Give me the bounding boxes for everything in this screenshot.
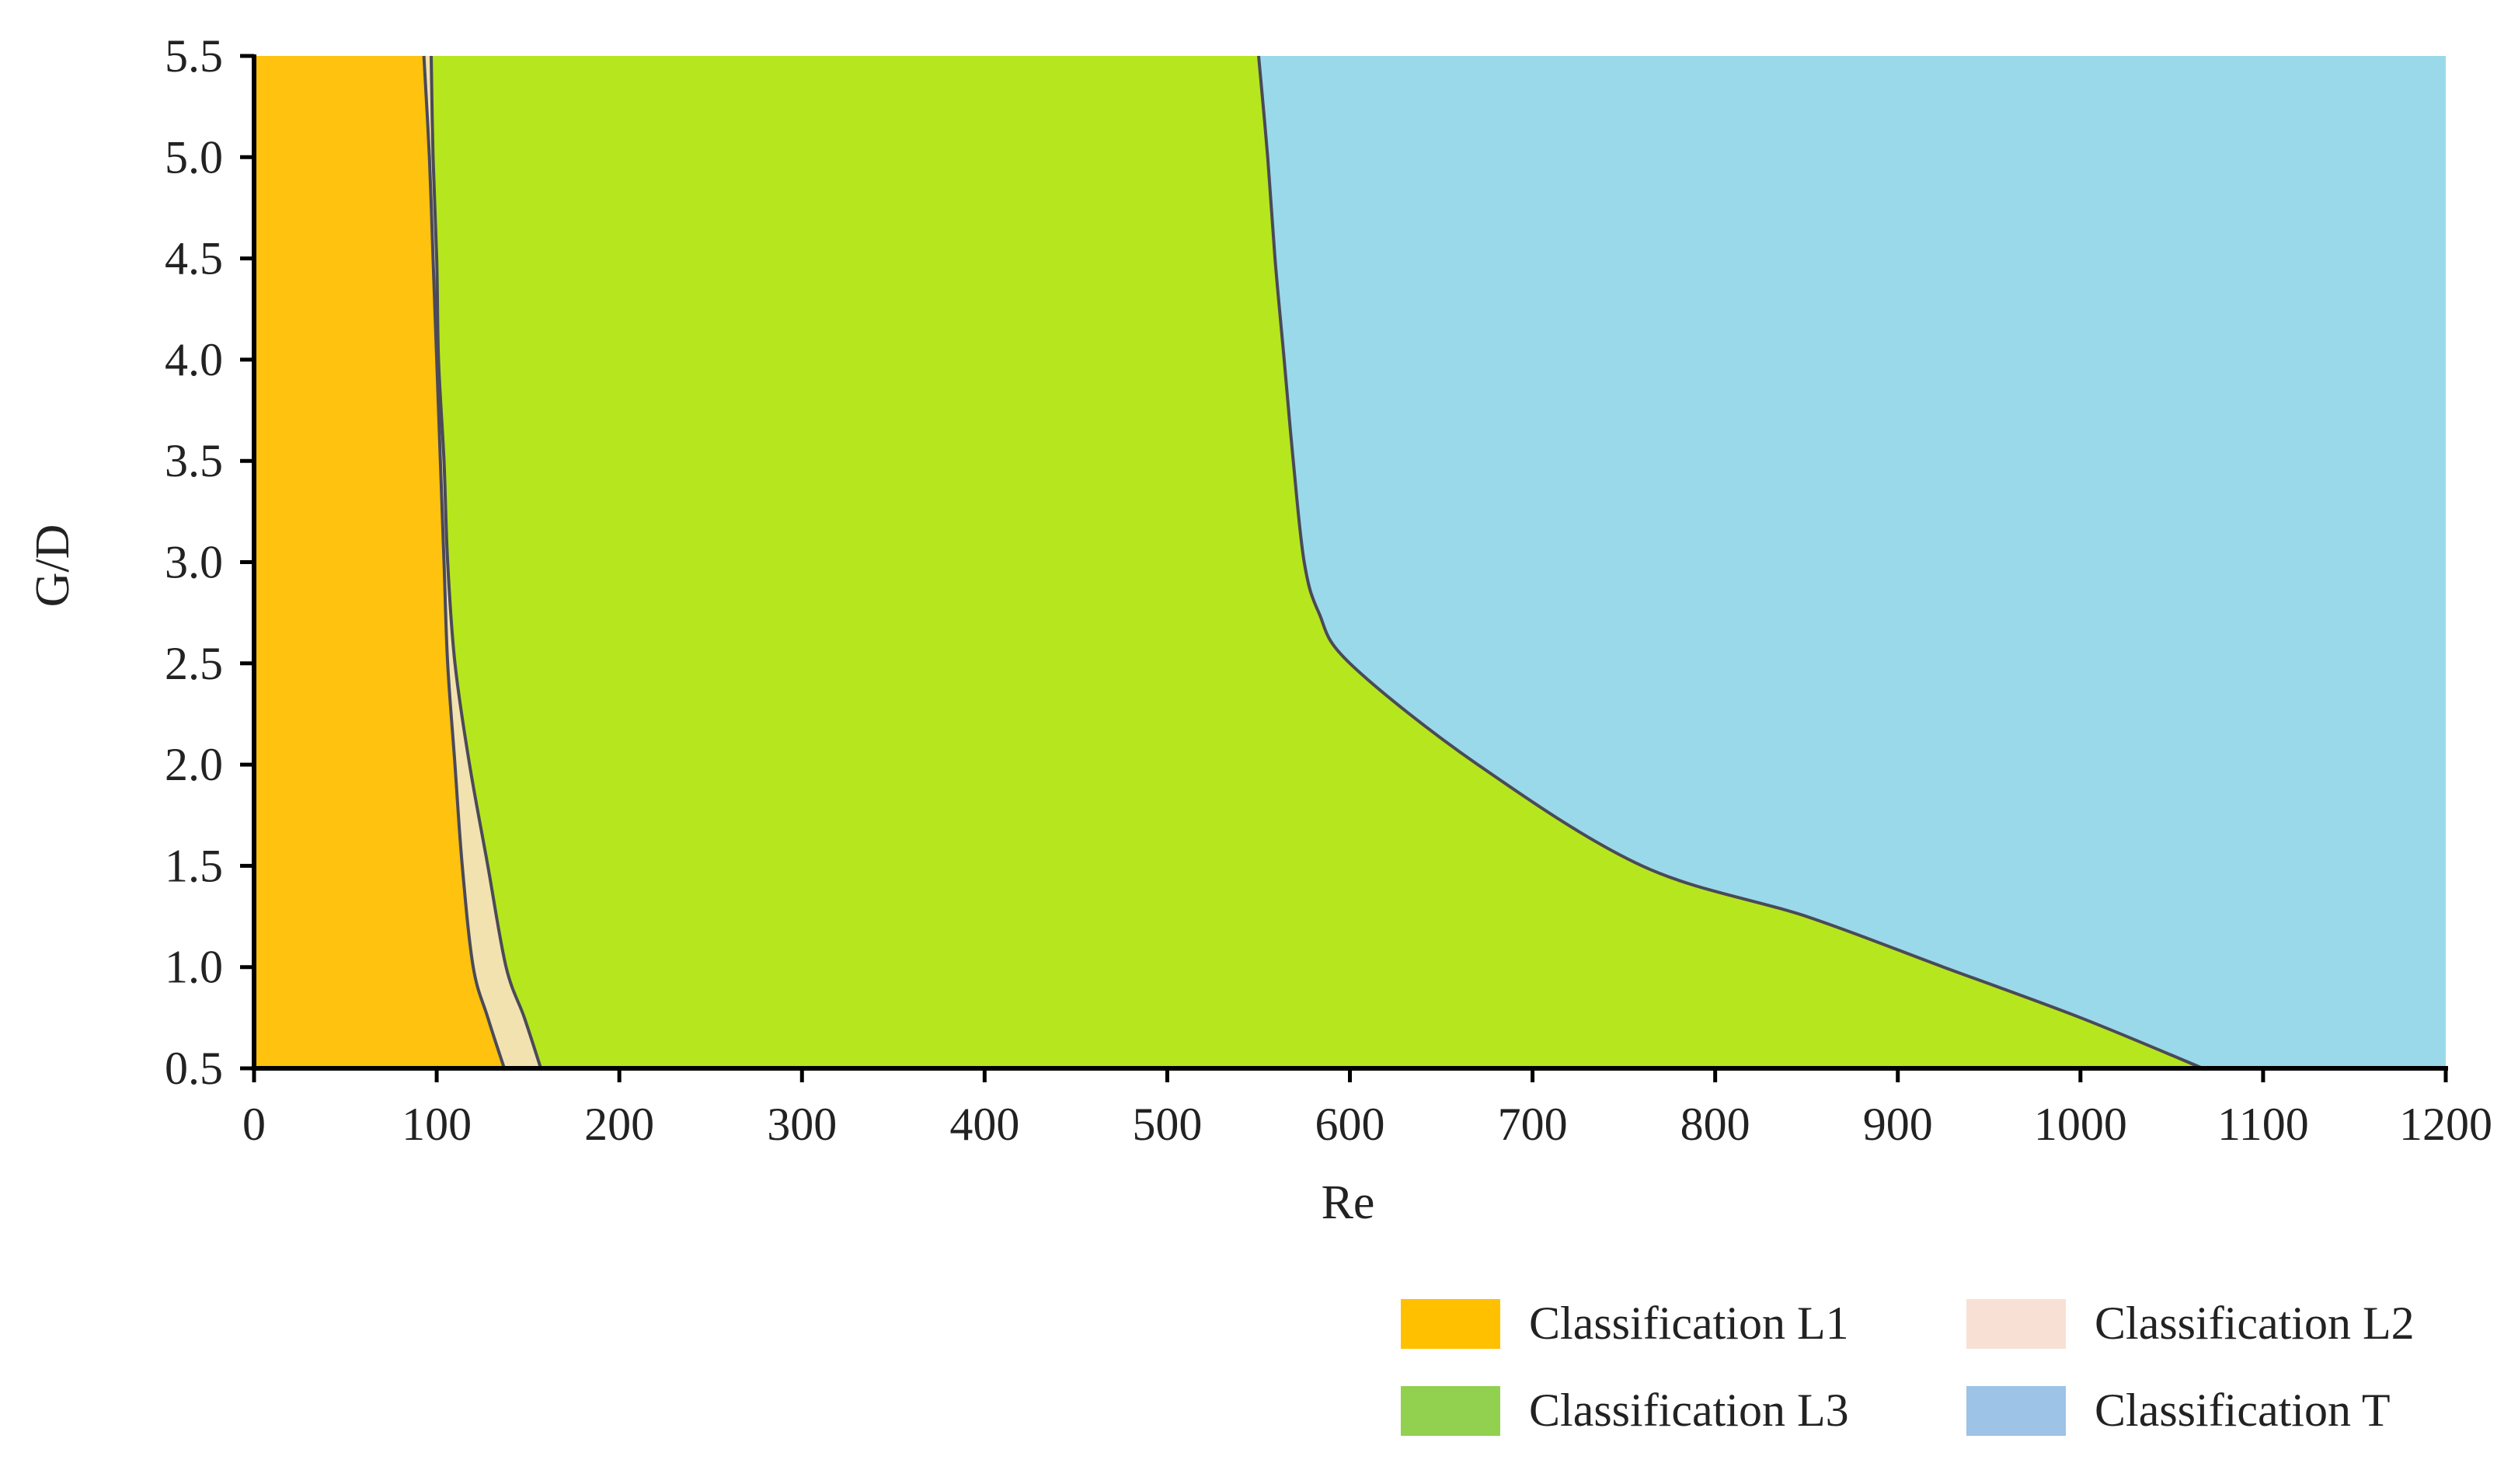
legend-label: Classification L2: [2095, 1298, 2415, 1349]
y-tick-label: 4.5: [165, 233, 223, 284]
x-tick-label: 500: [1132, 1099, 1202, 1150]
x-tick-label: 1100: [2217, 1099, 2309, 1150]
x-tick-label: 1200: [2399, 1099, 2492, 1150]
x-tick-label: 300: [767, 1099, 837, 1150]
x-tick-label: 800: [1680, 1099, 1750, 1150]
legend-label: Classification L3: [1529, 1385, 1849, 1436]
legend-swatch: [1966, 1386, 2066, 1436]
legend-label: Classification L1: [1529, 1298, 1849, 1349]
x-tick-label: 200: [584, 1099, 654, 1150]
y-tick-label: 5.0: [165, 131, 223, 183]
legend-swatch: [1401, 1386, 1500, 1436]
boundary-l2-l3: [430, 55, 543, 1069]
x-tick-label: 900: [1863, 1099, 1933, 1150]
boundary-layer: [422, 55, 2204, 1070]
y-tick-label: 3.0: [165, 537, 223, 588]
x-axis-label: Re: [1322, 1176, 1375, 1229]
x-tick-label: 700: [1498, 1099, 1568, 1150]
region-l3: [431, 56, 2203, 1068]
y-tick-label: 2.0: [165, 739, 223, 790]
y-tick-label: 5.5: [165, 30, 223, 82]
legend-label: Classification T: [2095, 1385, 2391, 1436]
x-tick-label: 100: [402, 1099, 472, 1150]
tick-layer: 0 100 200 300 400 500 600 700 800 900 1000 1100 1200…: [165, 30, 2492, 1150]
boundary-l3-t: [1257, 55, 2204, 1070]
y-tick-label: 1.5: [165, 840, 223, 891]
region-layer: [254, 56, 2446, 1068]
boundary-l1-l2: [422, 55, 506, 1069]
legend: Classification L1 Classification L2 Classi…: [1401, 1298, 2415, 1436]
x-tick-label: 1000: [2034, 1099, 2127, 1150]
legend-swatch: [1401, 1299, 1500, 1349]
y-tick-label: 1.0: [165, 942, 223, 993]
x-tick-label: 400: [949, 1099, 1019, 1150]
y-tick-label: 0.5: [165, 1043, 223, 1094]
x-tick-label: 0: [242, 1099, 266, 1150]
x-tick-label: 600: [1315, 1099, 1385, 1150]
legend-swatch: [1966, 1299, 2066, 1349]
y-tick-label: 3.5: [165, 435, 223, 486]
y-tick-label: 4.0: [165, 334, 223, 385]
region-l1: [254, 56, 505, 1068]
y-axis-label: G/D: [26, 524, 79, 608]
y-tick-label: 2.5: [165, 638, 223, 689]
